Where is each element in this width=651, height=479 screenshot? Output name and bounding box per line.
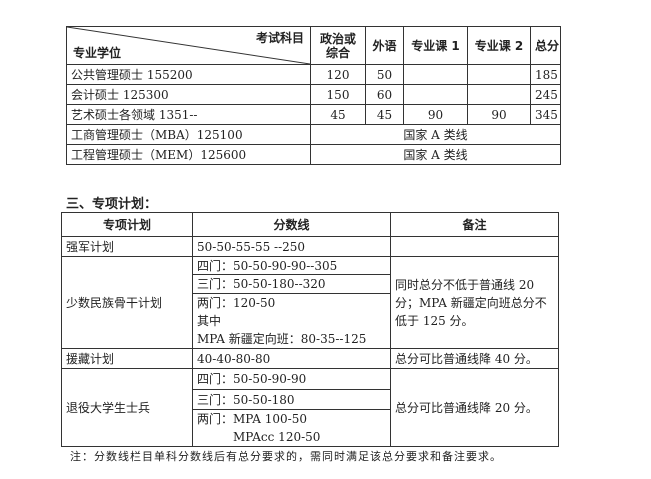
- score-cell: 50: [365, 64, 404, 85]
- score-line: 两门：MPA 100-50: [197, 412, 307, 426]
- remark: 总分可比普通线降 20 分。: [390, 368, 559, 447]
- score-cell: 45: [365, 104, 404, 125]
- section-title: 三、专项计划：: [66, 197, 158, 212]
- plan-name: 退役大学生士兵: [61, 368, 193, 447]
- score-cell: 60: [365, 84, 404, 105]
- col-score-line: 分数线: [192, 212, 391, 237]
- degree-name: 工程管理硕士（MEM）125600: [66, 144, 311, 165]
- remark: 同时总分不低于普通线 20 分；MPA 新疆定向班总分不低于 125 分。: [390, 256, 559, 349]
- table-row: 会计硕士 125300 150 60 245: [66, 84, 561, 105]
- col-major-1: 专业课 1: [403, 26, 468, 65]
- merged-score-cell: 国家 A 类线: [310, 124, 561, 145]
- score-line: 50-50-55-55 --250: [192, 236, 391, 257]
- degree-name: 艺术硕士各领域 1351--: [66, 104, 311, 125]
- score-cell: 120: [310, 64, 366, 85]
- remark: 总分可比普通线降 40 分。: [390, 348, 559, 369]
- table-row: 少数民族骨干计划 四门：50-50-90-90--305 同时总分不低于普通线 …: [61, 256, 559, 349]
- score-line-group: 两门：MPA 100-50 MPAcc 120-50: [192, 409, 391, 447]
- score-cell: 345: [530, 104, 561, 125]
- col-major-2: 专业课 2: [467, 26, 531, 65]
- score-line: 两门：120-50: [197, 296, 276, 310]
- score-line-group: 两门：120-50 其中 MPA 新疆定向班：80-35--125: [192, 293, 391, 349]
- subject-label: 考试科目: [255, 31, 304, 45]
- score-cell: 90: [403, 104, 468, 125]
- plan-name: 强军计划: [61, 236, 193, 257]
- score-cell: [467, 84, 531, 105]
- table-row: 两门：120-50 其中 MPA 新疆定向班：80-35--125: [62, 293, 559, 349]
- table-row: 公共管理硕士 155200 120 50 185: [66, 64, 561, 85]
- score-line: 40-40-80-80: [192, 348, 391, 369]
- score-line: 四门：50-50-90-90: [192, 368, 391, 390]
- score-line: MPAcc 120-50: [233, 430, 321, 444]
- score-cell: [467, 64, 531, 85]
- score-cell: [403, 84, 468, 105]
- score-line: 三门：50-50-180--320: [192, 274, 391, 294]
- degree-score-table: 考试科目 专业学位 政治或 综合 外语 专业课 1 专业课 2 总分 公共管理硕…: [66, 26, 561, 165]
- table-header-row: 考试科目 专业学位 政治或 综合 外语 专业课 1 专业课 2 总分: [66, 26, 561, 65]
- table-row: 艺术硕士各领域 1351-- 45 45 90 90 345: [66, 104, 561, 125]
- table-row: 援藏计划 40-40-80-80 总分可比普通线降 40 分。: [61, 348, 559, 369]
- table-row: 工商管理硕士（MBA）125100 国家 A 类线: [66, 124, 561, 145]
- score-line-note: 其中: [197, 314, 222, 328]
- degree-name: 工商管理硕士（MBA）125100: [66, 124, 311, 145]
- table-header-row: 专项计划 分数线 备注: [61, 212, 559, 237]
- plan-name: 援藏计划: [61, 348, 193, 369]
- merged-score-cell: 国家 A 类线: [310, 144, 561, 165]
- col-politics: 政治或 综合: [310, 26, 366, 65]
- score-line: 四门：50-50-90-90--305: [192, 256, 391, 275]
- col-remarks: 备注: [390, 212, 559, 237]
- table-row: 两门：MPA 100-50 MPAcc 120-50: [62, 409, 559, 447]
- diagonal-header-cell: 考试科目 专业学位: [66, 26, 311, 65]
- remark: [390, 236, 559, 257]
- score-cell: 245: [530, 84, 561, 105]
- table-row: 工程管理硕士（MEM）125600 国家 A 类线: [66, 144, 561, 165]
- degree-name: 公共管理硕士 155200: [66, 64, 311, 85]
- table-row: 强军计划 50-50-55-55 --250: [61, 236, 559, 257]
- degree-label: 专业学位: [73, 46, 122, 60]
- col-plan: 专项计划: [61, 212, 193, 237]
- score-line: 三门：50-50-180: [192, 389, 391, 410]
- plan-name: 少数民族骨干计划: [61, 256, 193, 349]
- score-cell: 45: [310, 104, 366, 125]
- score-line: MPA 新疆定向班：80-35--125: [197, 332, 367, 346]
- table-row: 退役大学生士兵 四门：50-50-90-90 总分可比普通线降 20 分。: [61, 368, 559, 447]
- table-row: 三门：50-50-180--320: [62, 274, 559, 294]
- special-plan-table: 专项计划 分数线 备注 强军计划 50-50-55-55 --250 少数民族骨…: [61, 212, 559, 447]
- score-cell: 90: [467, 104, 531, 125]
- score-cell: [403, 64, 468, 85]
- footnote: 注：分数线栏目单科分数线后有总分要求的，需同时满足该总分要求和备注要求。: [70, 450, 502, 463]
- degree-name: 会计硕士 125300: [66, 84, 311, 105]
- score-cell: 185: [530, 64, 561, 85]
- col-foreign-language: 外语: [365, 26, 404, 65]
- col-total: 总分: [530, 26, 561, 65]
- score-cell: 150: [310, 84, 366, 105]
